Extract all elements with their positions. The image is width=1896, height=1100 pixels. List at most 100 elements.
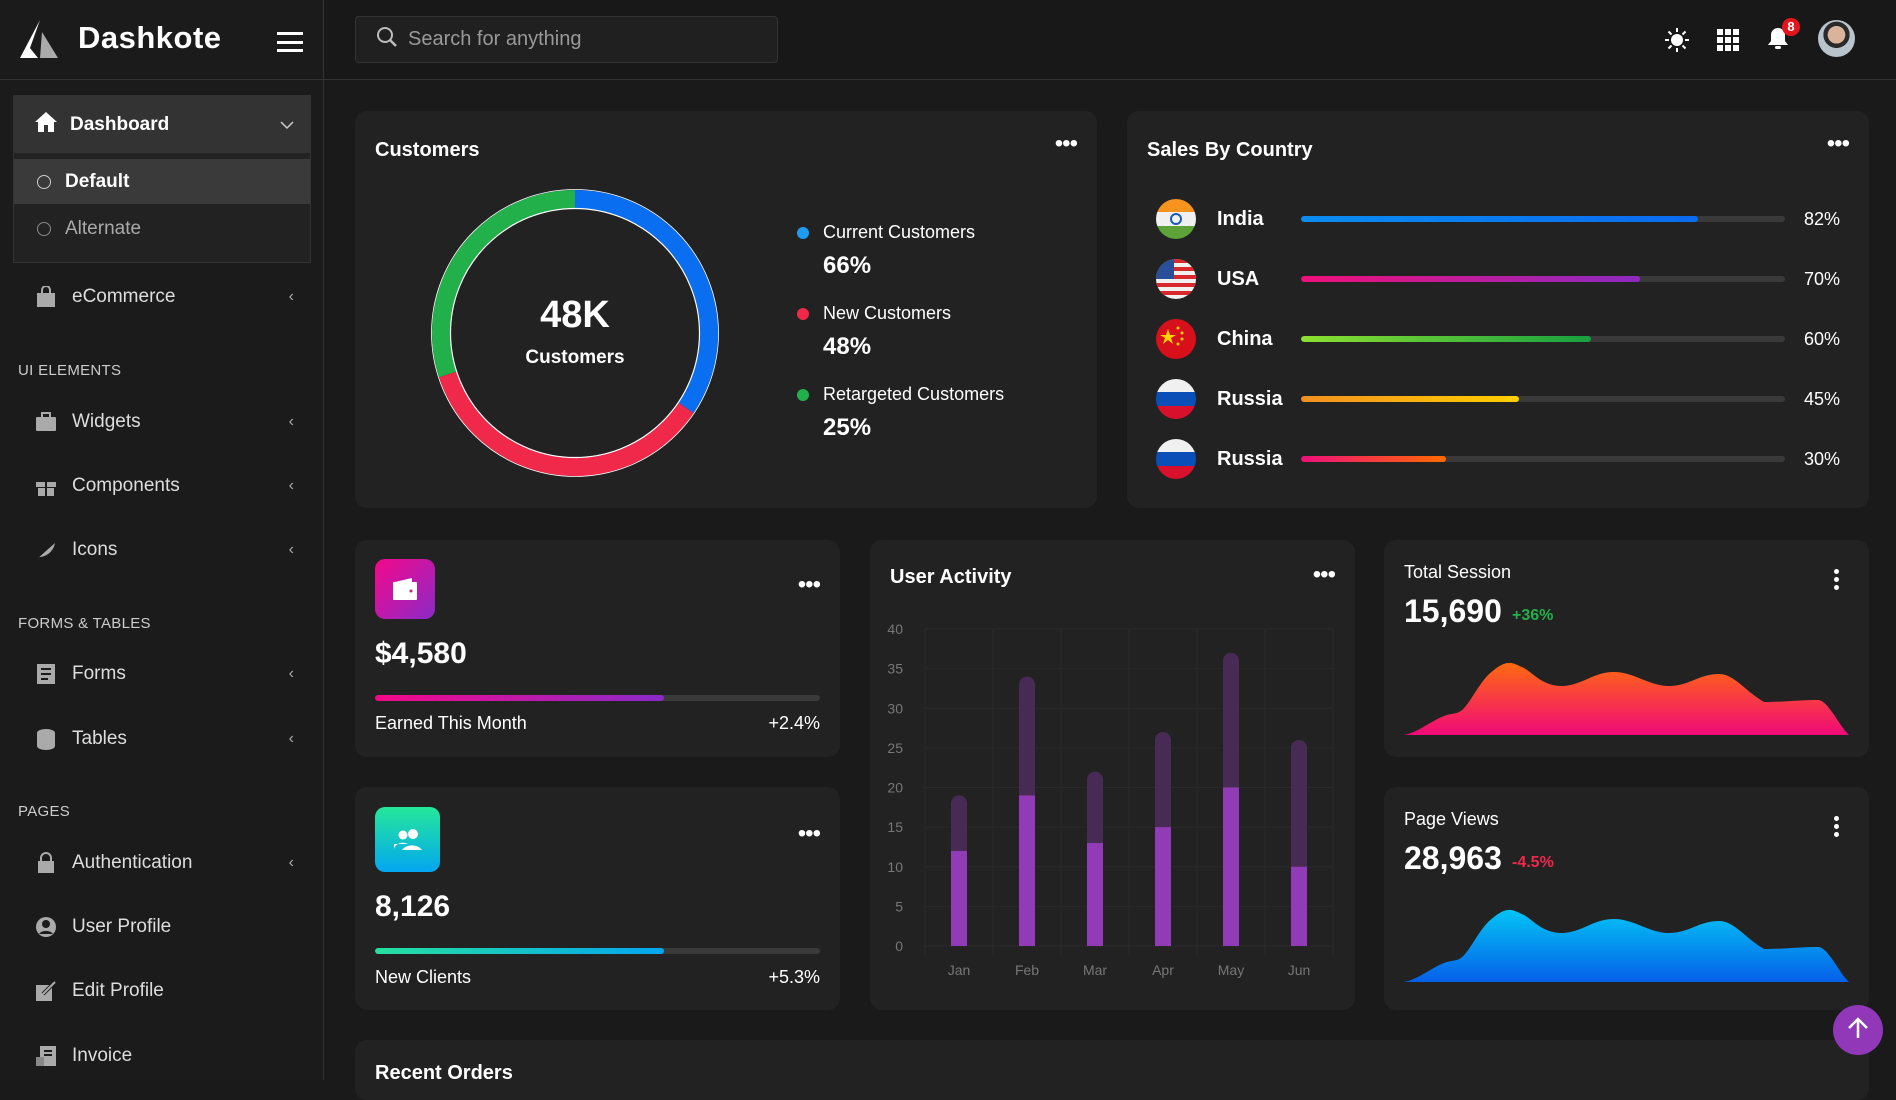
search-input[interactable] (408, 28, 768, 51)
page-views-area-chart (1404, 909, 1849, 982)
clients-progress (375, 948, 820, 954)
notifications-button[interactable]: 8 (1762, 18, 1800, 56)
customers-donut-chart (431, 189, 719, 477)
avatar[interactable] (1818, 20, 1855, 57)
users-icon (375, 807, 440, 872)
logo-icon (20, 20, 58, 58)
y-tick-label: 25 (887, 740, 903, 756)
chevron-left-icon: ‹ (288, 288, 294, 305)
chevron-left-icon: ‹ (288, 854, 294, 871)
clients-change: +5.3% (768, 967, 820, 987)
scroll-to-top-button[interactable] (1833, 1005, 1883, 1055)
sidebar-subitem-alternate[interactable]: Alternate (14, 206, 310, 251)
app-name: Dashkote (78, 20, 222, 55)
sidebar-item-label: Invoice (72, 1045, 133, 1066)
earned-card: ••• $4,580 Earned This Month +2.4% (355, 540, 840, 757)
sidebar-item-label: Alternate (65, 217, 142, 239)
earned-label: Earned This Month (375, 713, 527, 733)
sidebar-item-label: User Profile (72, 916, 172, 937)
page-views-change: -4.5% (1512, 854, 1554, 871)
progress-fill (1301, 396, 1519, 402)
search-box[interactable] (355, 16, 778, 63)
gift-icon (34, 475, 58, 497)
grid-icon[interactable] (1712, 24, 1744, 56)
menu-toggle-icon[interactable] (277, 32, 303, 52)
more-options-icon[interactable]: ••• (1054, 130, 1078, 157)
wallet-icon (375, 559, 435, 619)
user-activity-card: User Activity ••• 0 5 10 15 20 25 30 35 40 Jan Feb… (870, 540, 1355, 1010)
country-name: India (1217, 208, 1264, 230)
sidebar-item-label: Forms (72, 663, 126, 684)
sidebar-item-invoice[interactable]: Invoice (34, 1045, 294, 1067)
legend-dot (797, 389, 809, 401)
bar-upper-mar (1087, 771, 1103, 843)
sun-icon[interactable] (1661, 24, 1693, 56)
bar-upper-apr (1155, 732, 1171, 828)
chevron-left-icon: ‹ (288, 477, 294, 494)
chevron-left-icon: ‹ (288, 413, 294, 430)
legend-label: Current Customers (823, 222, 976, 242)
y-tick-label: 20 (887, 780, 903, 796)
card-title: Page Views (1404, 809, 1499, 829)
country-row: Russia 30% (1127, 439, 1869, 479)
x-tick-label: Mar (1083, 962, 1107, 978)
progress-fill (375, 948, 665, 954)
sidebar-item-authentication[interactable]: Authentication ‹ (34, 852, 294, 874)
flag-china-icon (1156, 319, 1196, 359)
sidebar-item-tables[interactable]: Tables ‹ (34, 728, 294, 750)
more-options-icon[interactable]: ••• (797, 571, 821, 598)
edit-icon (34, 980, 58, 1002)
sidebar-item-components[interactable]: Components ‹ (34, 475, 294, 497)
legend-value: 25% (823, 414, 872, 441)
sidebar-item-forms[interactable]: Forms ‹ (34, 663, 294, 685)
card-title: Total Session (1404, 562, 1512, 582)
sidebar-item-widgets[interactable]: Widgets ‹ (34, 411, 294, 433)
more-options-icon[interactable]: ••• (797, 820, 821, 847)
bar-lower-feb (1019, 795, 1035, 946)
more-options-icon[interactable] (1834, 816, 1839, 837)
sidebar-item-dashboard[interactable]: Dashboard (14, 96, 310, 153)
country-percent: 70% (1804, 269, 1841, 289)
x-tick-label: Jan (948, 962, 971, 978)
sidebar-subitem-default[interactable]: Default (14, 159, 310, 204)
progress-fill (375, 695, 665, 701)
recent-orders-card: Recent Orders (355, 1040, 1869, 1100)
clients-value: 8,126 (375, 890, 451, 923)
arrow-up-icon (1847, 1016, 1869, 1045)
bar-lower-may (1223, 787, 1239, 946)
home-icon (34, 111, 58, 139)
page-views-card: Page Views 28,963 -4.5% (1384, 787, 1869, 1010)
progress-fill (1301, 276, 1640, 282)
chevron-down-icon (280, 114, 294, 136)
earned-change: +2.4% (768, 713, 820, 733)
sales-by-country-card: Sales By Country ••• India 82% USA 70% C… (1127, 111, 1869, 508)
country-percent: 60% (1804, 329, 1841, 349)
x-tick-label: May (1218, 962, 1244, 978)
card-title: Customers (375, 139, 480, 161)
y-tick-label: 0 (895, 938, 903, 954)
legend-value: 66% (823, 252, 872, 279)
more-options-icon[interactable]: ••• (1826, 130, 1850, 157)
country-name: USA (1217, 268, 1260, 290)
bar-upper-may (1223, 652, 1239, 788)
country-row: China 60% (1127, 319, 1869, 359)
sidebar-item-edit-profile[interactable]: Edit Profile (34, 980, 294, 1002)
sidebar-item-label: Components (72, 475, 180, 496)
total-session-card: Total Session 15,690 +36% (1384, 540, 1869, 757)
sidebar-item-label: Authentication (72, 852, 193, 873)
country-percent: 45% (1804, 389, 1841, 409)
donut-segment-new (439, 371, 694, 476)
sidebar-item-label: Widgets (72, 411, 141, 432)
radio-icon (37, 221, 51, 236)
sidebar-item-user-profile[interactable]: User Profile (34, 916, 294, 938)
country-name: Russia (1217, 448, 1283, 470)
area-series (1404, 662, 1849, 735)
donut-segment-current (574, 190, 718, 413)
sidebar-item-icons[interactable]: Icons ‹ (34, 539, 294, 561)
chevron-left-icon: ‹ (288, 541, 294, 558)
card-title: Sales By Country (1147, 139, 1313, 161)
user-activity-bar-chart: 0 5 10 15 20 25 30 35 40 Jan Feb Mar Apr May Jun (887, 621, 1334, 978)
country-progress (1301, 276, 1785, 282)
sidebar-item-ecommerce[interactable]: eCommerce ‹ (34, 286, 294, 308)
more-options-icon[interactable] (1834, 569, 1839, 590)
